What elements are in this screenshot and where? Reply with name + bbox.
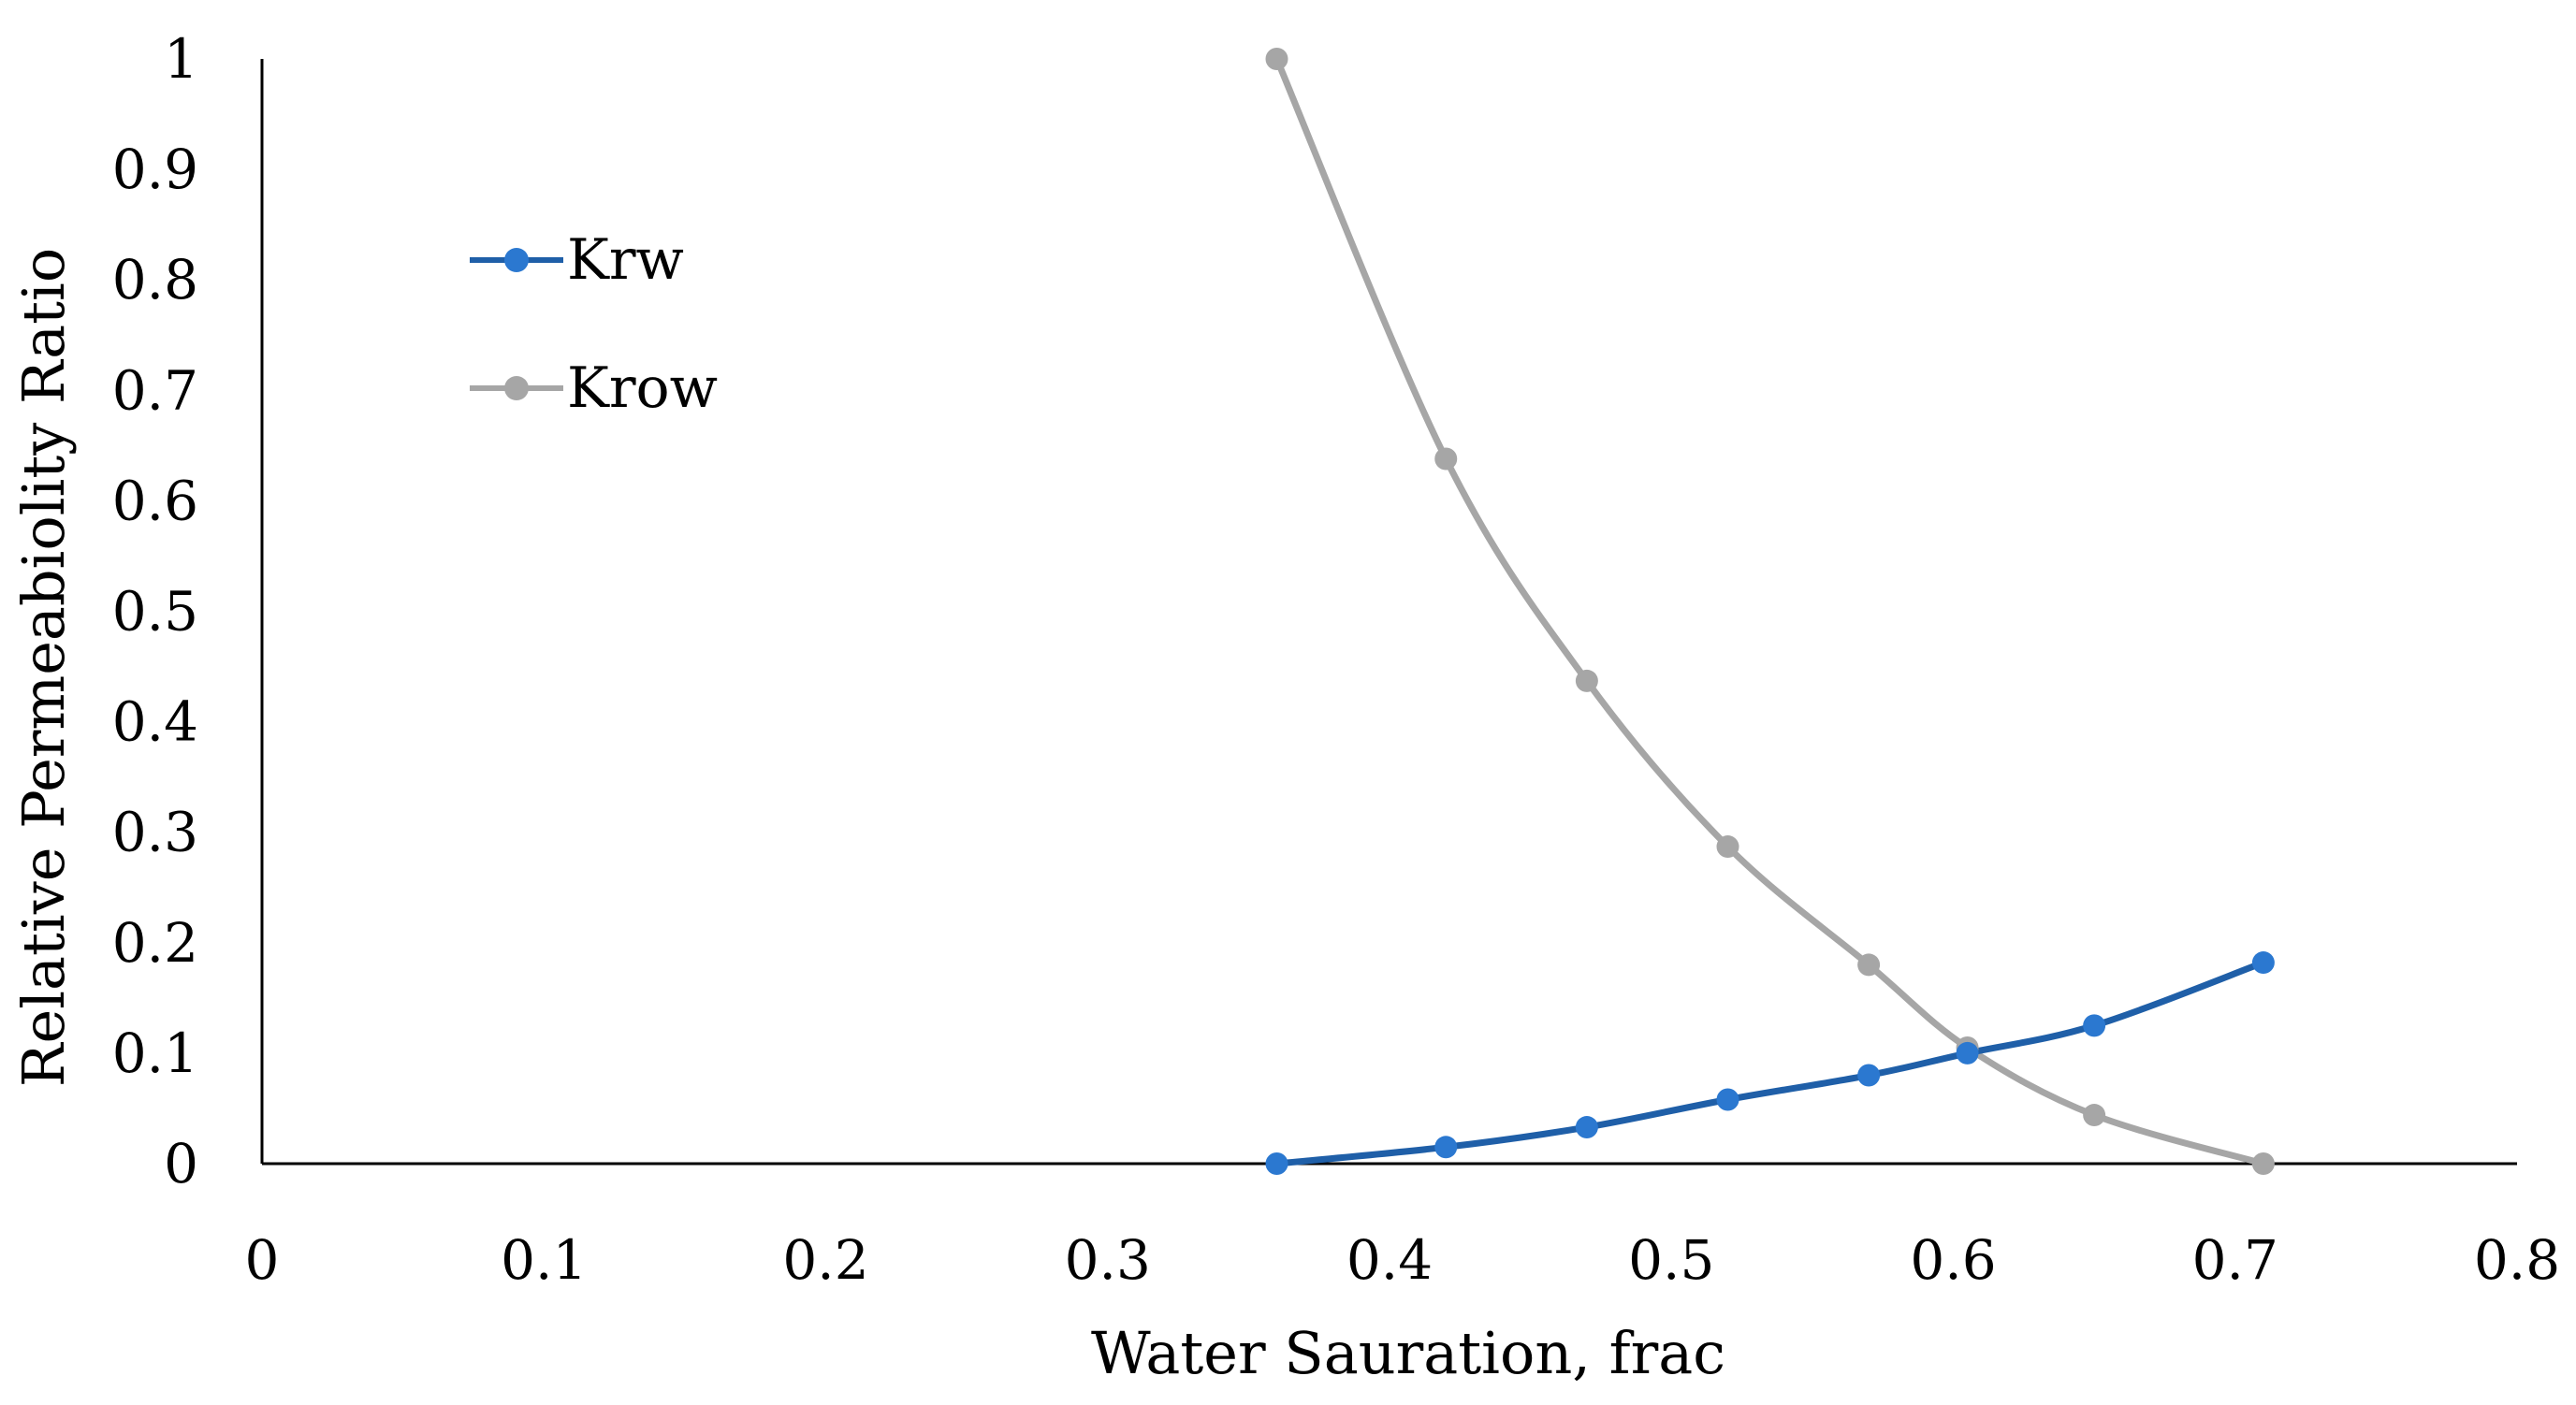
data-point-krow (1434, 447, 1458, 471)
legend: Krw Krow (470, 227, 718, 421)
x-axis-title: Water Sauration, frac (1091, 1319, 1725, 1387)
data-point-krw (1575, 1116, 1598, 1139)
y-tick-label: 0.1 (112, 1021, 198, 1085)
y-tick-label: 0 (164, 1132, 198, 1195)
data-point-krw (1265, 1152, 1288, 1175)
data-point-krow (2083, 1104, 2106, 1127)
y-tick-labels: 0 0.1 0.2 0.3 0.4 0.5 0.6 0.7 0.8 0.9 1 (112, 27, 198, 1195)
series-line-krow (1273, 55, 2267, 1167)
data-point-krow (1575, 669, 1598, 692)
data-point-krow (1716, 835, 1739, 859)
x-tick-label: 0.6 (1910, 1228, 1996, 1292)
legend-marker-krow (504, 376, 529, 400)
x-tick-label: 0.1 (501, 1228, 587, 1292)
y-tick-label: 0.4 (112, 690, 198, 754)
series-markers (1265, 48, 2275, 1175)
series-lines (1273, 55, 2267, 1167)
x-tick-label: 0.7 (2192, 1228, 2278, 1292)
y-tick-label: 0.7 (112, 358, 198, 422)
y-tick-label: 0.9 (112, 138, 198, 201)
legend-label-krw: Krw (567, 227, 684, 293)
y-tick-label: 0.8 (112, 248, 198, 311)
x-tick-label: 0.3 (1065, 1228, 1151, 1292)
x-tick-label: 0 (245, 1228, 280, 1292)
data-point-krw (2251, 951, 2275, 975)
data-point-krw (1716, 1088, 1739, 1111)
legend-item-krw: Krw (470, 227, 684, 293)
y-axis-title: Relative Permeabiolity Ratio (9, 248, 78, 1087)
data-point-krow (2251, 1152, 2275, 1175)
series-line-krw (1273, 959, 2267, 1167)
data-point-krow (1265, 48, 1288, 70)
data-point-krw (1434, 1136, 1458, 1159)
y-tick-label: 1 (164, 27, 198, 91)
legend-item-krow: Krow (470, 355, 718, 421)
data-point-krw (2083, 1014, 2106, 1037)
axes (260, 59, 2517, 1166)
legend-marker-krw (504, 248, 529, 272)
legend-label-krow: Krow (567, 355, 718, 421)
x-tick-label: 0.2 (782, 1228, 868, 1292)
data-point-krow (1857, 953, 1881, 977)
x-tick-labels: 0 0.1 0.2 0.3 0.4 0.5 0.6 0.7 0.8 (245, 1228, 2561, 1292)
data-point-krw (1857, 1064, 1881, 1087)
y-tick-label: 0.5 (112, 580, 198, 644)
y-tick-label: 0.6 (112, 469, 198, 532)
data-point-krw (1956, 1041, 1979, 1065)
x-tick-label: 0.5 (1628, 1228, 1714, 1292)
y-tick-label: 0.3 (112, 801, 198, 864)
x-tick-label: 0.8 (2474, 1228, 2560, 1292)
y-tick-label: 0.2 (112, 911, 198, 975)
x-tick-label: 0.4 (1346, 1228, 1433, 1292)
